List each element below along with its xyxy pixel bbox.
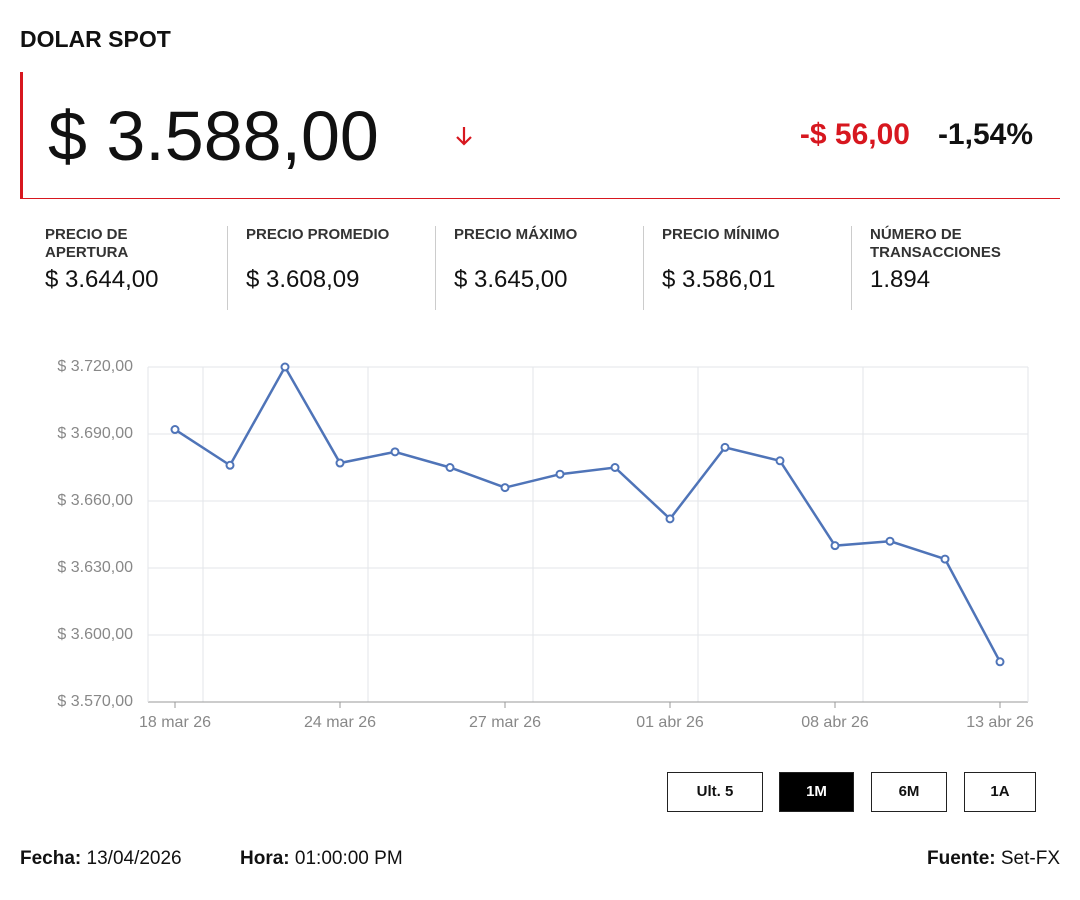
- x-tick-label: 13 abr 26: [966, 714, 1034, 731]
- range-button[interactable]: 6M: [871, 772, 947, 812]
- date: Fecha: 13/04/2026: [20, 848, 182, 870]
- point: [720, 442, 730, 452]
- time-value: 01:00:00 PM: [294, 848, 403, 869]
- y-tick-label: $ 3.660,00: [57, 492, 133, 509]
- stat-label: NÚMERO DE TRANSACCIONES: [870, 226, 1001, 261]
- y-tick-label: $ 3.720,00: [57, 358, 133, 375]
- down-arrow: [456, 127, 472, 146]
- date-label: Fecha:: [20, 848, 82, 869]
- point: [500, 483, 510, 493]
- source-label: Fuente:: [926, 848, 996, 869]
- stat-label: PRECIO DE APERTURA: [45, 226, 129, 261]
- point: [390, 447, 400, 457]
- stat-label: PRECIO MÁXIMO: [454, 226, 578, 243]
- stat-label: PRECIO MÍNIMO: [662, 226, 780, 243]
- stat-value: $ 3.644,00: [45, 266, 159, 293]
- stat: NÚMERO DE TRANSACCIONES 1.894: [851, 226, 1059, 310]
- range-button[interactable]: Ult. 5: [667, 772, 763, 812]
- time: Hora: 01:00:00 PM: [240, 848, 403, 870]
- change: -$ 56,00: [799, 118, 910, 151]
- stat: PRECIO MÍNIMO $ 3.586,01: [643, 226, 851, 310]
- stat-value: 1.894: [870, 266, 931, 293]
- point: [940, 554, 950, 564]
- point: [335, 458, 345, 468]
- point: [170, 425, 180, 435]
- price: $ 3.588,00: [48, 97, 379, 175]
- point: [555, 469, 565, 479]
- point: [610, 463, 620, 472]
- chart: $ 3.570,00 $ 3.600,00 $ 3.630,00 $ 3.660,00…: [57, 358, 1034, 731]
- stat-value: $ 3.586,01: [662, 266, 776, 293]
- title: DOLAR SPOT: [20, 26, 171, 52]
- line: [174, 364, 1002, 663]
- y-tick-label: $ 3.570,00: [57, 693, 133, 710]
- date-value: 13/04/2026: [86, 848, 182, 869]
- point: [445, 463, 455, 472]
- range-button[interactable]: 1A: [964, 772, 1036, 812]
- point: [995, 657, 1005, 667]
- point: [225, 460, 235, 470]
- point: [830, 541, 840, 551]
- y-tick-label: $ 3.630,00: [57, 559, 133, 576]
- point: [280, 362, 290, 372]
- stat-label: PRECIO PROMEDIO: [246, 226, 390, 243]
- time-label: Hora:: [240, 848, 290, 869]
- x-tick-label: 18 mar 26: [139, 714, 211, 731]
- y-tick-label: $ 3.600,00: [57, 626, 133, 643]
- y-tick-label: $ 3.690,00: [57, 425, 133, 442]
- stat-value: $ 3.608,09: [246, 266, 360, 293]
- source-value: Set-FX: [1000, 848, 1060, 869]
- point: [665, 514, 675, 524]
- stat-value: $ 3.645,00: [454, 266, 568, 293]
- x-tick-label: 08 abr 26: [801, 714, 869, 731]
- source: Fuente: Set-FX: [927, 848, 1060, 870]
- stat: PRECIO PROMEDIO $ 3.608,09: [227, 226, 435, 310]
- price-box: [20, 72, 1060, 199]
- stat: PRECIO DE APERTURA $ 3.644,00: [27, 226, 235, 310]
- x-tick-label: 27 mar 26: [469, 714, 541, 731]
- change-pct: -1,54%: [937, 118, 1033, 151]
- point: [775, 456, 785, 466]
- x-tick-label: 01 abr 26: [636, 714, 704, 731]
- stat: PRECIO MÁXIMO $ 3.645,00: [435, 226, 643, 310]
- range-button[interactable]: 1M: [779, 772, 854, 812]
- x-tick-label: 24 mar 26: [304, 714, 376, 731]
- point: [885, 536, 895, 546]
